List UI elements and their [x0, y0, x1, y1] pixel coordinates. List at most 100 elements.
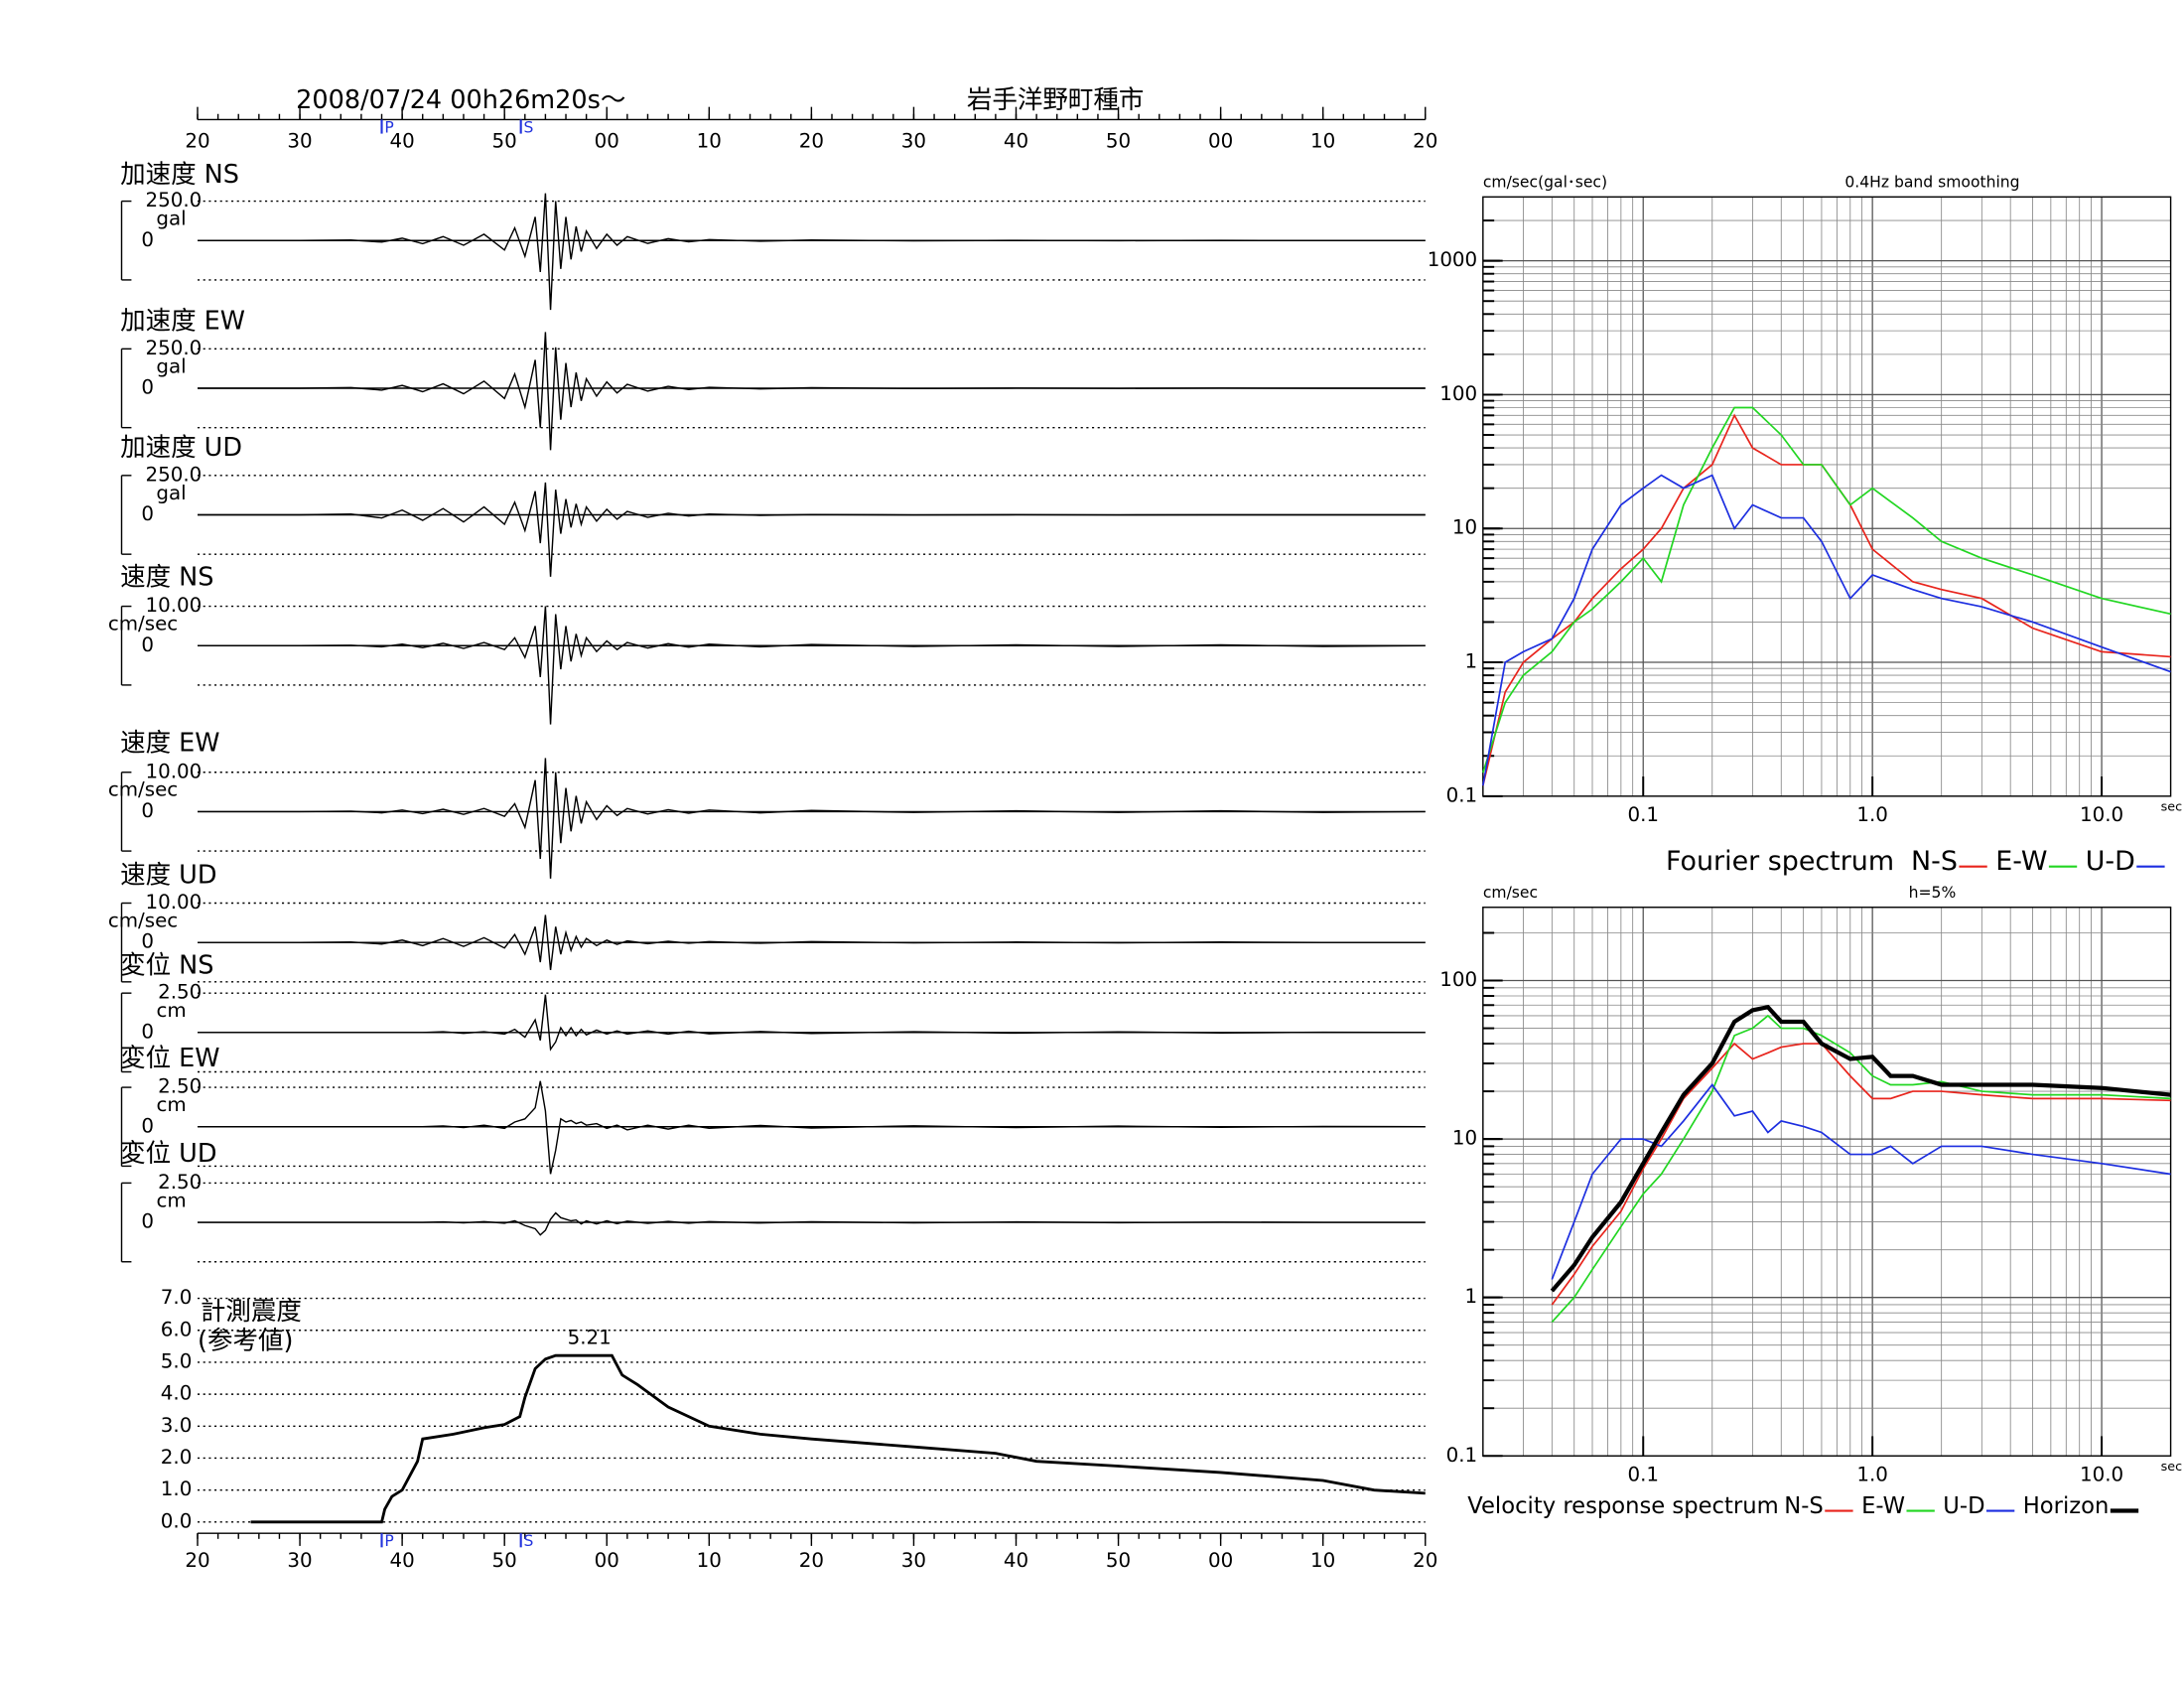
- legend-label: E-W: [1995, 846, 2047, 877]
- y-tick-label: 0: [141, 1020, 154, 1043]
- panel-label: 加速度 UD: [120, 433, 242, 463]
- x-tick-label: 10: [1310, 1549, 1335, 1572]
- x-tick-label: 10: [697, 1549, 722, 1572]
- x-tick-label: 20: [1413, 130, 1437, 153]
- legend-label: U-D: [2086, 846, 2135, 877]
- x-tick-label: 30: [287, 1549, 312, 1572]
- x-tick-label: 30: [901, 1549, 926, 1572]
- x-tick-label: 30: [901, 130, 926, 153]
- x-tick-label: 0.1: [1627, 1464, 1659, 1486]
- x-tick-label: 1.0: [1856, 803, 1888, 826]
- x-tick-label: 40: [1004, 130, 1028, 153]
- y-tick-label: 100: [1439, 968, 1477, 991]
- unit-label: cm: [156, 1093, 186, 1116]
- x-tick-label: 20: [185, 130, 209, 153]
- y-tick-label: 0: [141, 228, 154, 251]
- x-tick-label: 50: [1106, 1549, 1131, 1572]
- x-tick-label: 00: [595, 1549, 619, 1572]
- y-tick-label: 5.0: [161, 1349, 193, 1372]
- unit-label: cm: [156, 999, 186, 1022]
- x-tick-label: 40: [390, 130, 415, 153]
- panel-label: 変位 EW: [120, 1044, 219, 1073]
- waveform: [198, 606, 1426, 725]
- waveform: [198, 1211, 1426, 1236]
- y-tick-label: 1: [1465, 650, 1478, 673]
- spectrum-line: [1482, 406, 2171, 774]
- y-tick-label: 100: [1439, 382, 1477, 405]
- x-tick-label: 20: [799, 1549, 824, 1572]
- panel-label: 速度 EW: [120, 728, 219, 758]
- y-tick-label: 2.50: [158, 981, 202, 1004]
- panel-label: 変位 NS: [120, 950, 213, 980]
- spectrum-line: [1551, 1042, 2171, 1306]
- x-tick-label: 20: [799, 130, 824, 153]
- y-tick-label: 1000: [1428, 248, 1477, 271]
- intensity-line: [250, 1353, 1426, 1524]
- x-tick-label: 1.0: [1856, 1464, 1888, 1486]
- y-tick-label: 0.1: [1446, 783, 1478, 806]
- x-tick-label: 50: [492, 1549, 517, 1572]
- phase-label: P: [384, 118, 393, 136]
- x-tick-label: 10.0: [2080, 803, 2123, 826]
- x-axis-label: sec: [2161, 800, 2183, 815]
- y-tick-label: 250.0: [145, 337, 202, 359]
- y-tick-label: 0: [141, 502, 154, 525]
- x-tick-label: 10: [1310, 130, 1335, 153]
- y-tick-label: 10.00: [145, 760, 202, 782]
- x-tick-label: 10.0: [2080, 1464, 2123, 1486]
- y-axis-label: cm/sec: [1483, 884, 1538, 902]
- panel-label: 速度 NS: [120, 562, 213, 592]
- panel-label: 変位 UD: [120, 1139, 216, 1169]
- y-tick-label: 1.0: [161, 1477, 193, 1500]
- legend-label: N-S: [1911, 846, 1958, 877]
- spectrum-line: [1551, 1083, 2171, 1280]
- y-tick-label: 2.50: [158, 1171, 202, 1194]
- unit-label: cm/sec: [108, 909, 178, 931]
- legend-label: U-D: [1943, 1493, 1984, 1519]
- unit-label: cm/sec: [108, 613, 178, 635]
- y-tick-label: 250.0: [145, 463, 202, 486]
- y-tick-label: 0: [141, 799, 154, 822]
- station-name: 岩手洋野町種市: [967, 85, 1145, 115]
- spectrum-line: [1551, 1014, 2171, 1323]
- y-tick-label: 0: [141, 633, 154, 656]
- unit-label: gal: [156, 482, 186, 504]
- waveform: [198, 332, 1426, 451]
- y-tick-label: 0.1: [1446, 1444, 1478, 1467]
- x-tick-label: 00: [595, 130, 619, 153]
- phase-label: S: [524, 1532, 534, 1550]
- unit-label: gal: [156, 208, 186, 230]
- x-tick-label: 10: [697, 130, 722, 153]
- x-tick-label: 00: [1208, 1549, 1233, 1572]
- y-tick-label: 2.0: [161, 1446, 193, 1469]
- spectrum-line: [1550, 1004, 2171, 1293]
- y-tick-label: 2.50: [158, 1075, 202, 1098]
- x-tick-label: 0.1: [1627, 803, 1659, 826]
- legend-title: Fourier spectrum: [1666, 846, 1894, 877]
- x-tick-label: 40: [1004, 1549, 1028, 1572]
- x-tick-label: 50: [1106, 130, 1131, 153]
- x-tick-label: 00: [1208, 130, 1233, 153]
- y-tick-label: 10.00: [145, 594, 202, 617]
- panel-label: 速度 UD: [120, 861, 216, 891]
- chart-note: h=5%: [1909, 884, 1957, 902]
- unit-label: gal: [156, 354, 186, 377]
- waveform: [198, 193, 1426, 311]
- y-tick-label: 0: [141, 376, 154, 399]
- y-tick-label: 10: [1452, 516, 1477, 539]
- panel-label: 加速度 EW: [120, 306, 245, 336]
- x-axis-label: sec: [2161, 1460, 2183, 1475]
- panel-label: 加速度 NS: [120, 160, 239, 190]
- record-date: 2008/07/24 00h26m20s〜: [296, 85, 625, 115]
- y-tick-label: 10.00: [145, 891, 202, 914]
- y-tick-label: 0: [141, 1210, 154, 1233]
- x-tick-label: 20: [1413, 1549, 1437, 1572]
- y-tick-label: 0: [141, 930, 154, 953]
- y-tick-label: 3.0: [161, 1414, 193, 1437]
- y-tick-label: 10: [1452, 1127, 1477, 1150]
- peak-annotation: 5.21: [568, 1327, 612, 1349]
- unit-label: cm: [156, 1189, 186, 1211]
- waveform: [198, 1080, 1426, 1175]
